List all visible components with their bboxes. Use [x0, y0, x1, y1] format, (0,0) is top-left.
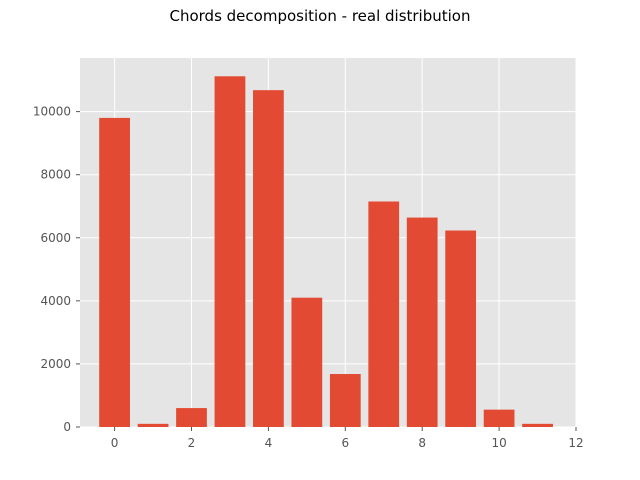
x-tick-label: 0	[111, 436, 119, 450]
y-axis-ticks: 0 2000 4000 6000 8000 10000	[33, 105, 80, 434]
bars	[99, 76, 553, 428]
bar-7	[368, 201, 400, 427]
bar-9	[445, 230, 477, 427]
x-tick-label: 8	[418, 436, 426, 450]
x-tick-label: 6	[341, 436, 349, 450]
y-tick-label: 6000	[40, 231, 71, 245]
chart-title: Chords decomposition - real distribution	[169, 7, 471, 25]
x-tick-label: 10	[491, 436, 506, 450]
bar-10	[483, 409, 515, 427]
bar-1	[137, 423, 169, 427]
y-tick-label: 10000	[33, 105, 71, 119]
bar-6	[329, 374, 361, 427]
bar-8	[406, 217, 438, 427]
bar-3	[214, 76, 246, 428]
y-tick-label: 2000	[40, 357, 71, 371]
bar-2	[176, 408, 207, 427]
x-axis-ticks: 0 2 4 6 8 10 12	[111, 427, 584, 450]
plot-area	[80, 58, 576, 427]
y-tick-label: 0	[63, 420, 71, 434]
y-tick-label: 4000	[40, 294, 71, 308]
x-tick-label: 4	[265, 436, 273, 450]
x-tick-label: 12	[568, 436, 583, 450]
x-tick-label: 2	[188, 436, 196, 450]
bar-4	[253, 90, 284, 428]
bar-0	[99, 117, 130, 427]
bar-11	[522, 423, 553, 427]
y-tick-label: 8000	[40, 168, 71, 182]
bar-5	[291, 297, 323, 427]
